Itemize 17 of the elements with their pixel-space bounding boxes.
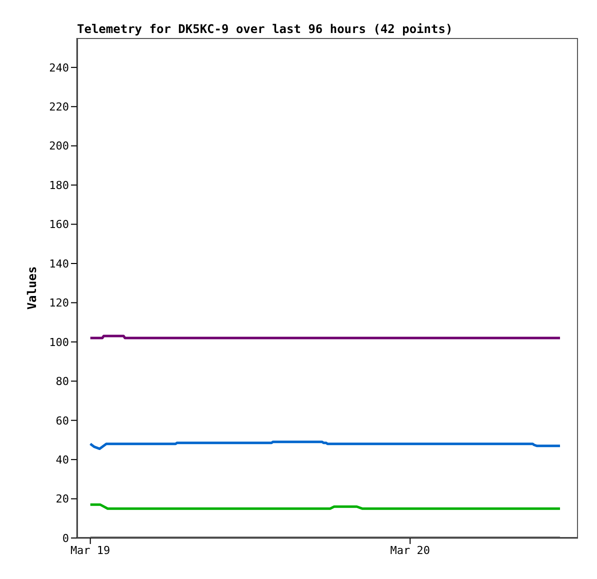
y-tick-label: 20 xyxy=(56,492,69,506)
y-tick-label: 60 xyxy=(56,414,69,428)
y-tick-label: 0 xyxy=(62,532,69,545)
y-tick-label: 80 xyxy=(56,375,69,388)
y-tick-label: 120 xyxy=(49,296,69,310)
y-tick-label: 180 xyxy=(49,178,69,192)
y-tick-label: 200 xyxy=(49,140,69,153)
chart-title: Telemetry for DK5KC-9 over last 96 hours (42 points) xyxy=(77,22,453,36)
y-axis-title: Values xyxy=(25,266,39,310)
y-tick-label: 140 xyxy=(49,257,69,270)
y-tick-label: 160 xyxy=(49,218,69,232)
y-tick-label: 40 xyxy=(56,453,69,466)
y-tick-label: 220 xyxy=(49,100,69,114)
y-tick-label: 100 xyxy=(49,336,69,349)
y-tick-label: 240 xyxy=(49,61,69,74)
x-tick-label: Mar 20 xyxy=(390,544,430,557)
x-tick-label: Mar 19 xyxy=(70,544,110,557)
